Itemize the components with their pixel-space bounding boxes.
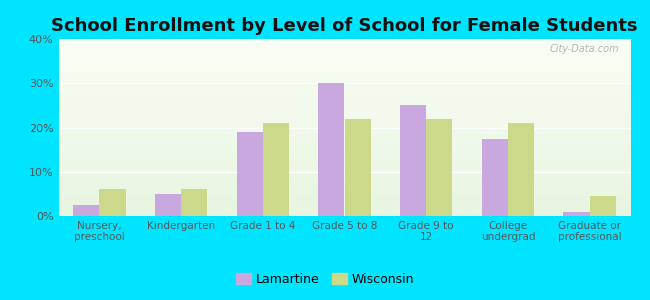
Bar xyxy=(155,194,181,216)
Bar xyxy=(237,132,263,216)
Bar xyxy=(564,212,590,216)
Legend: Lamartine, Wisconsin: Lamartine, Wisconsin xyxy=(231,268,419,291)
Bar xyxy=(99,190,125,216)
Bar xyxy=(344,118,370,216)
Bar xyxy=(508,123,534,216)
Text: City-Data.com: City-Data.com xyxy=(549,44,619,54)
Bar xyxy=(263,123,289,216)
Bar xyxy=(181,190,207,216)
Bar xyxy=(318,83,344,216)
Bar xyxy=(73,205,99,216)
Bar xyxy=(482,139,508,216)
Bar xyxy=(590,196,616,216)
Title: School Enrollment by Level of School for Female Students: School Enrollment by Level of School for… xyxy=(51,17,638,35)
Bar xyxy=(426,118,452,216)
Bar xyxy=(400,105,426,216)
